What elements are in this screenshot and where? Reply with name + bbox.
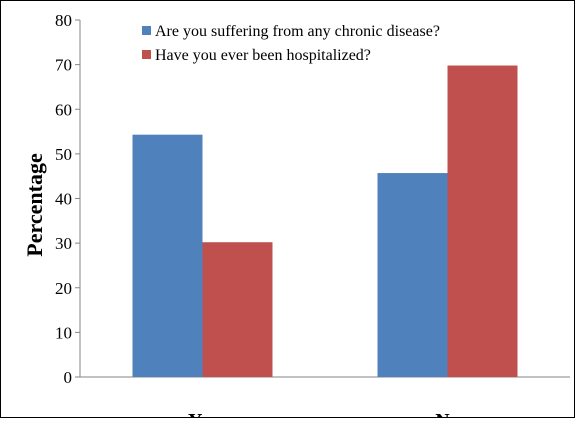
y-tick-label: 30 [55,234,72,253]
legend: Are you suffering from any chronic disea… [142,23,440,64]
legend-swatch-hospitalized [142,50,151,59]
bar-no-series-2 [447,65,518,377]
y-tick-label: 80 [55,11,72,30]
y-axis-title: Percentage [22,153,47,257]
legend-swatch-chronic-disease [142,26,151,35]
y-tick-label: 20 [55,279,72,298]
x-category-label: No [435,410,459,418]
y-axis-ticks: 0 10 20 30 40 50 60 70 80 [55,11,80,387]
bar-yes-series-1 [132,134,203,377]
y-tick-label: 60 [55,100,72,119]
y-tick-label: 10 [55,323,72,342]
legend-label-hospitalized: Have you ever been hospitalized? [155,47,371,64]
bar-series [132,65,518,377]
bar-yes-series-2 [202,242,273,377]
y-tick-label: 50 [55,145,72,164]
y-tick-label: 40 [55,190,72,209]
legend-label-chronic-disease: Are you suffering from any chronic disea… [155,23,440,40]
x-category-label: Yes [188,410,217,418]
bar-no-series-1 [377,173,448,377]
y-tick-label: 70 [55,56,72,75]
y-tick-label: 0 [64,368,73,387]
